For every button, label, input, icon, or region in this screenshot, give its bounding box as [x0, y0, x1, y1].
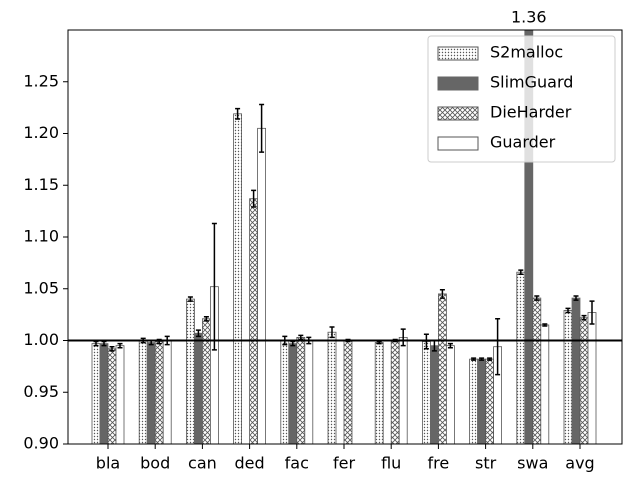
error-bar	[447, 342, 453, 349]
error-bar	[203, 315, 209, 322]
bar	[477, 358, 487, 444]
bar	[421, 341, 431, 444]
bar	[257, 127, 267, 444]
bar	[304, 340, 314, 444]
bar	[445, 345, 455, 444]
x-tick-label: bla	[96, 454, 120, 473]
legend-box	[427, 35, 616, 163]
error-bar	[195, 329, 201, 338]
error-bar	[589, 300, 595, 325]
legend-swatch	[437, 76, 479, 91]
bar	[193, 332, 203, 444]
bar	[162, 340, 172, 444]
bar	[374, 342, 384, 444]
x-tick-label: swa	[517, 454, 548, 473]
error-bar	[573, 295, 579, 301]
bar	[469, 358, 479, 444]
bar	[437, 293, 447, 444]
error-bar	[101, 340, 107, 347]
bar	[390, 340, 400, 444]
bar	[138, 340, 148, 444]
bar	[485, 358, 495, 444]
bar	[429, 345, 439, 444]
bar	[107, 348, 117, 444]
y-tick-label: 1.10	[23, 227, 59, 246]
bar	[185, 298, 195, 444]
bar	[398, 336, 408, 444]
error-bar	[439, 289, 445, 299]
error-bar	[479, 357, 485, 361]
bar	[280, 340, 290, 444]
x-tick-label: fac	[285, 454, 309, 473]
legend-label: DieHarder	[490, 103, 572, 122]
x-tick-label: fer	[333, 454, 355, 473]
x-tick-label: flu	[381, 454, 401, 473]
error-bar	[534, 295, 540, 301]
bar	[296, 336, 306, 444]
bar	[524, 30, 534, 444]
value-label: 1.36	[511, 8, 547, 27]
bar	[154, 341, 164, 444]
x-tick-label: fre	[428, 454, 450, 473]
y-tick-label: 1.15	[23, 175, 59, 194]
x-tick-label: can	[188, 454, 217, 473]
error-bar	[329, 326, 335, 339]
error-bar	[376, 340, 382, 345]
bar	[249, 198, 259, 444]
error-bar	[251, 189, 257, 208]
error-bar	[259, 103, 265, 153]
bar	[516, 271, 526, 444]
error-bar	[487, 357, 493, 361]
legend-label: SlimGuard	[490, 73, 573, 92]
error-bar	[542, 323, 548, 327]
error-bar	[109, 345, 115, 352]
legend-swatch	[437, 46, 479, 61]
bar	[91, 343, 101, 444]
legend-swatch	[437, 106, 479, 121]
bar	[201, 318, 211, 444]
bar	[343, 340, 353, 444]
error-bar	[581, 314, 587, 321]
bar	[288, 343, 298, 444]
bar	[233, 113, 243, 444]
error-bar	[471, 357, 477, 361]
error-bar	[290, 340, 296, 347]
y-tick-label: 0.95	[23, 382, 59, 401]
bar	[99, 343, 109, 444]
error-bar	[565, 307, 571, 314]
y-tick-label: 1.20	[23, 123, 59, 142]
bar	[327, 331, 337, 444]
bar	[540, 324, 550, 444]
bar	[563, 310, 573, 444]
x-tick-label: str	[475, 454, 497, 473]
y-tick-label: 1.05	[23, 278, 59, 297]
x-tick-label: ded	[235, 454, 265, 473]
error-bar	[423, 333, 429, 350]
bar	[579, 317, 589, 444]
y-tick-label: 1.25	[23, 71, 59, 90]
error-bar	[518, 269, 524, 276]
error-bar	[93, 340, 99, 347]
y-tick-label: 1.00	[23, 330, 59, 349]
error-bar	[400, 328, 406, 347]
x-tick-label: avg	[565, 454, 594, 473]
bar	[115, 345, 125, 444]
bar	[571, 297, 581, 444]
bar	[532, 297, 542, 444]
x-tick-label: bod	[140, 454, 170, 473]
legend-swatch	[437, 136, 479, 151]
legend-label: S2malloc	[490, 43, 563, 62]
error-bar	[495, 318, 501, 376]
error-bar	[298, 334, 304, 341]
error-bar	[187, 296, 193, 302]
error-bar	[235, 107, 241, 120]
bar	[587, 312, 597, 444]
error-bar	[117, 342, 123, 349]
error-bar	[211, 222, 217, 351]
bar	[146, 342, 156, 444]
legend-label: Guarder	[490, 133, 556, 152]
y-tick-label: 0.90	[23, 434, 59, 453]
